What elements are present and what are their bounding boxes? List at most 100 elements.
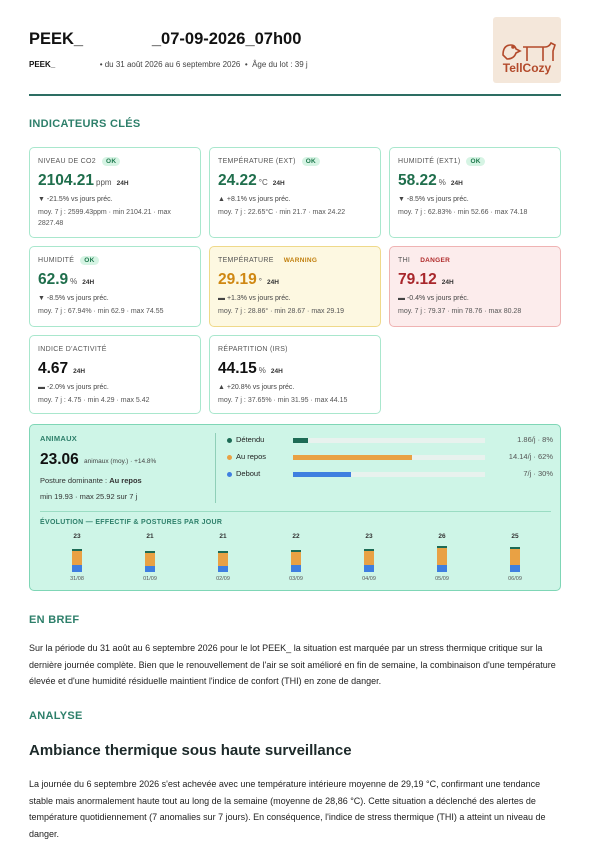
posture-dot <box>227 438 232 443</box>
day-segment <box>145 566 155 572</box>
day-count: 23 <box>365 533 373 540</box>
card-value-row: 2104.21 ppm 24H <box>38 172 192 190</box>
logo-icon <box>502 41 556 61</box>
evolution-chart: 23 31/08 21 01/09 21 02/09 22 03/09 23 04/09 26 05/… <box>70 533 522 582</box>
card-label: NIVEAU DE CO2 <box>38 157 96 165</box>
header-rule <box>29 94 561 96</box>
card-value-row: 62.9% 24H <box>38 271 192 289</box>
posture-bar <box>293 455 413 460</box>
card-trend: ▲ +8.1% vs jours préc. <box>218 196 291 203</box>
indicator-card: RÉPARTITION (IRS) 44.15% 24H ▲ +20.8% vs jo… <box>209 335 381 414</box>
card-stats: moy. 7 j : 2599.43ppm · min 2104.21 · ma… <box>38 209 171 227</box>
day-segment <box>437 565 447 572</box>
day-segment <box>291 552 301 565</box>
day-date: 04/09 <box>362 576 376 582</box>
report-title: PEEK_ _07-09-2026_07h00 <box>29 30 301 49</box>
section-title: ANALYSE <box>29 710 83 722</box>
animals-note: animaux (moy.) · +14.8% <box>84 458 157 465</box>
day-date: 01/09 <box>143 576 157 582</box>
indicator-card: HUMIDITÉ (EXT1) OK 58.22% 24H ▼ -8.5% vs jou… <box>389 147 561 238</box>
title-end: _07-09-2026_07h00 <box>151 30 302 48</box>
analysis-heading: Ambiance thermique sous haute surveillan… <box>29 742 352 759</box>
divider <box>40 511 551 512</box>
analysis-text: La journée du 6 septembre 2026 s'est ach… <box>29 779 546 839</box>
status-badge: WARNING <box>283 256 318 264</box>
card-value-row: 79.12 24H <box>398 271 552 289</box>
card-trend: ▼ -21.5% vs jours préc. <box>38 196 113 203</box>
day-count: 26 <box>438 533 446 540</box>
indicator-grid: NIVEAU DE CO2 OK 2104.21 ppm 24H ▼ -21.5% vs … <box>29 147 561 414</box>
status-badge: OK <box>80 255 99 265</box>
card-value-row: 58.22% 24H <box>398 172 552 190</box>
lot: PEEK_ <box>29 60 56 69</box>
card-value: 58.22 <box>398 172 437 189</box>
card-stats: moy. 7 j : 62.83% · min 52.66 · max 74.1… <box>398 209 528 216</box>
posture-line: Posture dominante : Au repos <box>40 476 142 485</box>
day-segment <box>510 547 520 549</box>
posture-value: 7/j · 30% <box>523 469 553 478</box>
card-unit: ppm <box>96 178 112 187</box>
status-badge: OK <box>301 156 321 166</box>
summary-start: Sur la période du 31 août au 6 septembre… <box>29 643 292 653</box>
posture-row: Debout 7/j · 30% <box>227 469 553 481</box>
logo-text: TellCozy <box>502 61 552 75</box>
card-period: 24H <box>441 279 454 286</box>
card-header: HUMIDITÉ (EXT1) OK <box>398 155 552 167</box>
animals-range: min 19.93 · max 25.92 sur 7 j <box>40 492 138 501</box>
card-value-row: 24.22 °C 24H <box>218 172 372 190</box>
card-header: NIVEAU DE CO2 OK <box>38 155 192 167</box>
animals-value: 23.06 <box>40 451 79 468</box>
card-trend: ▬ +1.3% vs jours préc. <box>218 295 291 302</box>
title-start: PEEK_ <box>29 30 84 48</box>
card-stats: moy. 7 j : 37.65% · min 31.95 · max 44.1… <box>218 397 348 404</box>
logo: TellCozy <box>493 17 561 83</box>
day-date: 02/09 <box>216 576 230 582</box>
day-segment <box>218 566 228 572</box>
status-badge: OK <box>466 156 485 166</box>
day-segment <box>145 553 155 566</box>
posture-bar <box>293 472 351 477</box>
day-segment <box>291 565 301 572</box>
day-segment <box>437 546 447 548</box>
posture-track <box>293 438 485 443</box>
day-segment <box>510 549 520 565</box>
day-segment <box>145 551 155 553</box>
day-count: 25 <box>511 533 519 540</box>
card-value: 29.19 <box>218 271 257 288</box>
divider <box>215 433 216 503</box>
card-unit: % <box>70 277 78 286</box>
day-count: 21 <box>146 533 154 540</box>
summary-end: la situation est marquée par un stress t… <box>29 643 556 686</box>
posture-track <box>293 455 485 460</box>
card-label: TEMPÉRATURE <box>218 256 274 264</box>
card-value-row: 4.67 24H <box>38 360 192 378</box>
card-period: 24H <box>116 180 129 187</box>
card-stats: moy. 7 j : 4.75 · min 4.29 · max 5.42 <box>38 397 150 404</box>
card-value: 79.12 <box>398 271 437 288</box>
card-header: RÉPARTITION (IRS) <box>218 343 372 355</box>
card-value: 2104.21 <box>38 172 95 189</box>
day-count: 23 <box>73 533 81 540</box>
status-badge: OK <box>101 156 121 166</box>
card-header: HUMIDITÉ OK <box>38 254 192 266</box>
card-period: 24H <box>450 180 463 187</box>
card-stats: moy. 7 j : 67.94% · min 62.9 · max 74.55 <box>38 308 164 315</box>
card-trend: ▬ -0.4% vs jours préc. <box>398 295 469 302</box>
status-badge: DANGER <box>420 256 451 264</box>
card-value: 62.9 <box>38 271 69 288</box>
card-label: THI <box>398 256 411 264</box>
day-segment <box>364 551 374 565</box>
posture-bar <box>293 438 309 443</box>
posture-dot <box>227 455 232 460</box>
animals-panel: ANIMAUX 23.06 animaux (moy.) · +14.8% Po… <box>29 424 561 591</box>
card-label: HUMIDITÉ <box>38 256 75 264</box>
card-unit: ° <box>258 277 262 286</box>
card-period: 24H <box>270 368 283 375</box>
section-title: EN BREF <box>29 614 80 626</box>
posture-name: Détendu <box>236 435 265 444</box>
day-segment <box>72 565 82 572</box>
day-segment <box>291 550 301 552</box>
posture-dot <box>227 472 232 477</box>
